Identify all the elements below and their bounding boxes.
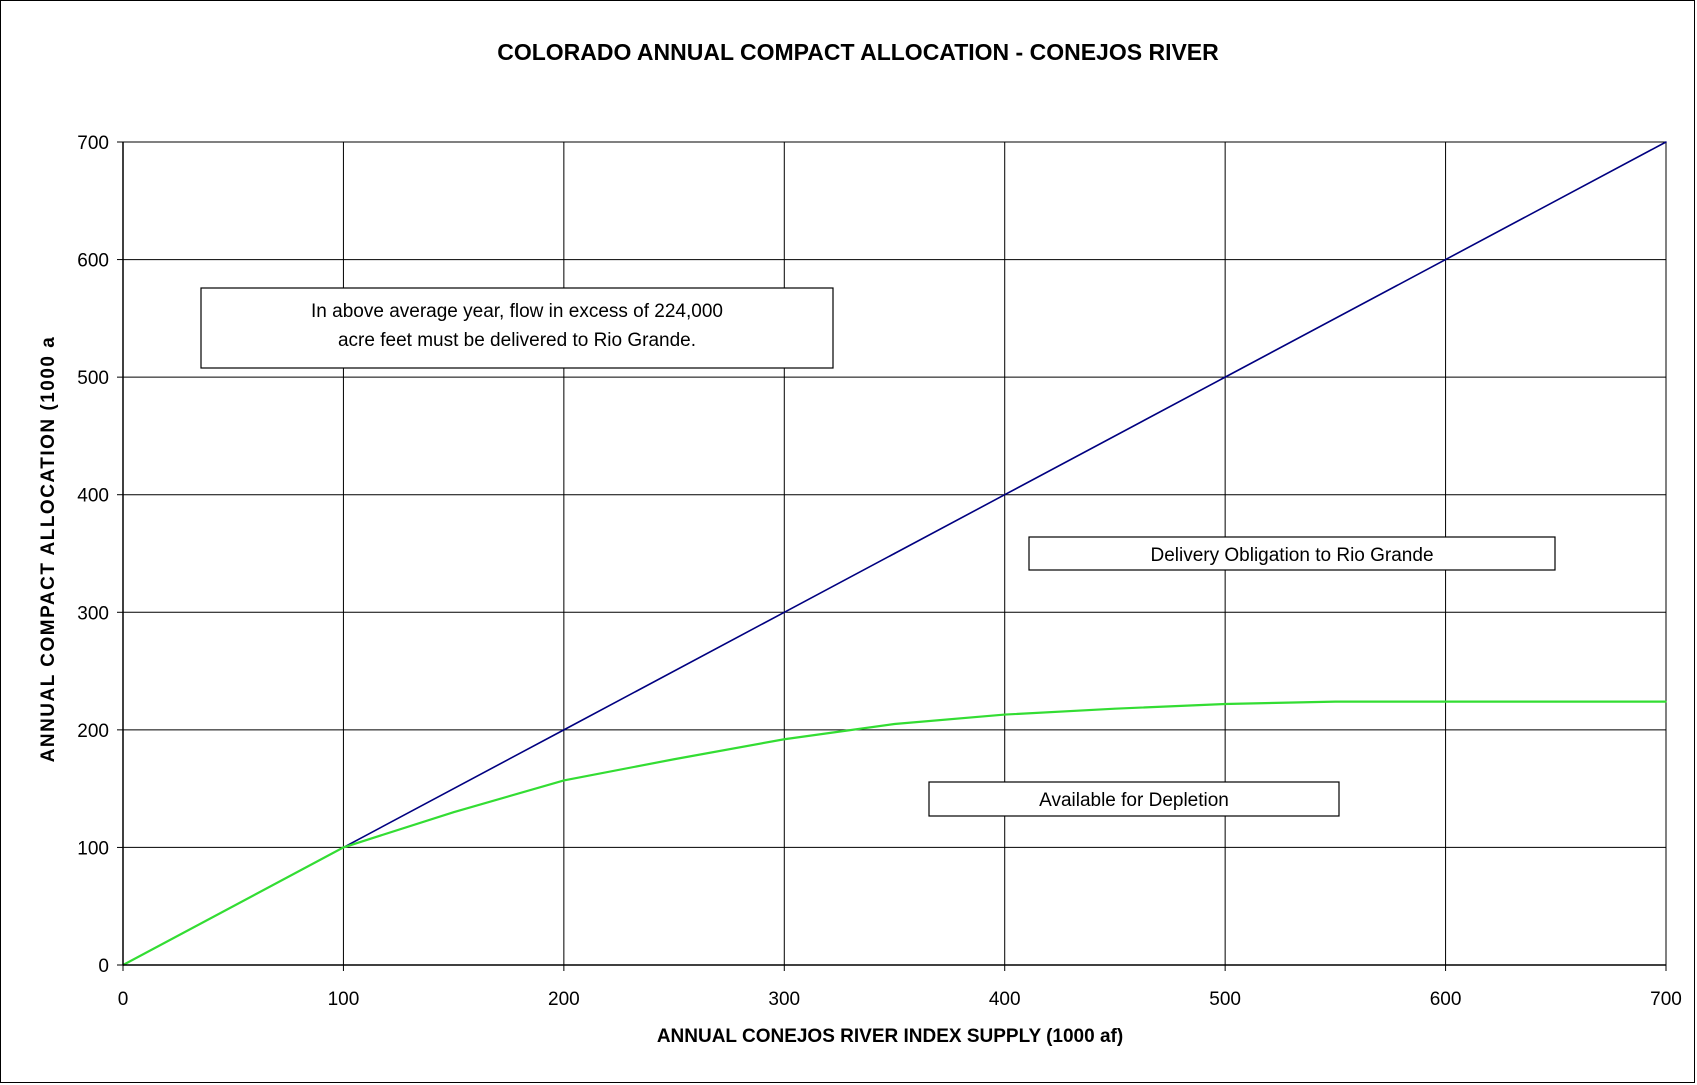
x-tick-label: 0	[118, 989, 129, 1010]
data-point-delivery-obligation	[1224, 376, 1226, 378]
data-point-available-depletion	[893, 723, 896, 725]
note-delivery-box	[1028, 536, 1556, 571]
y-tick-label: 400	[77, 486, 109, 507]
note-excess-text: acre feet must be delivered to Rio Grand…	[338, 330, 696, 351]
y-tick-label: 600	[77, 251, 109, 272]
data-point-available-depletion	[1224, 703, 1226, 705]
note-depletion-box	[928, 781, 1340, 817]
y-tick-label: 500	[77, 368, 109, 389]
note-delivery-text: Delivery Obligation to Rio Grande	[1150, 545, 1433, 566]
data-point-available-depletion	[1114, 707, 1116, 710]
x-tick-label: 700	[1650, 989, 1682, 1010]
data-point-available-depletion	[1334, 700, 1337, 703]
x-tick-label: 400	[989, 989, 1021, 1010]
data-point-available-depletion	[1444, 700, 1447, 703]
data-point-delivery-obligation	[893, 552, 896, 555]
x-axis-label: ANNUAL CONEJOS RIVER INDEX SUPPLY (1000 …	[657, 1026, 1123, 1047]
data-point-delivery-obligation	[1665, 141, 1667, 143]
data-point-delivery-obligation	[563, 729, 565, 731]
data-point-delivery-obligation	[1003, 493, 1006, 496]
note-depletion-text: Available for Depletion	[1039, 790, 1229, 811]
y-tick-label: 0	[98, 956, 109, 977]
data-point-available-depletion	[783, 738, 786, 741]
data-point-available-depletion	[1554, 700, 1557, 703]
data-point-available-depletion	[452, 811, 455, 813]
y-tick-label: 100	[77, 838, 109, 859]
note-excess-text: In above average year, flow in excess of…	[311, 301, 723, 322]
chart-title: COLORADO ANNUAL COMPACT ALLOCATION - CON…	[497, 39, 1219, 65]
y-tick-label: 300	[77, 603, 109, 624]
series-line-available-depletion	[122, 700, 1666, 966]
data-point-available-depletion	[1003, 713, 1006, 716]
y-axis-label: ANNUAL COMPACT ALLOCATION (1000 a	[38, 336, 59, 763]
y-tick-label: 200	[77, 721, 109, 742]
axis-layer: 0 100 200 300 400 500 600 700 0 100 200 300 400 500 60…	[77, 133, 1682, 1010]
x-tick-label: 600	[1430, 989, 1462, 1010]
note-excess-box	[200, 287, 834, 369]
x-tick-label: 100	[328, 989, 360, 1010]
data-point-available-depletion	[1665, 700, 1667, 703]
note-layer: In above average year, flow in excess of…	[200, 287, 1556, 817]
data-point-delivery-obligation	[1444, 258, 1447, 261]
data-point-available-depletion	[342, 846, 345, 849]
data-point-available-depletion	[563, 779, 565, 782]
y-tick-label: 700	[77, 133, 109, 154]
data-point-available-depletion	[673, 758, 675, 761]
x-tick-label: 300	[768, 989, 800, 1010]
x-tick-label: 200	[548, 989, 580, 1010]
data-point-delivery-obligation	[783, 611, 786, 614]
x-tick-label: 500	[1209, 989, 1241, 1010]
